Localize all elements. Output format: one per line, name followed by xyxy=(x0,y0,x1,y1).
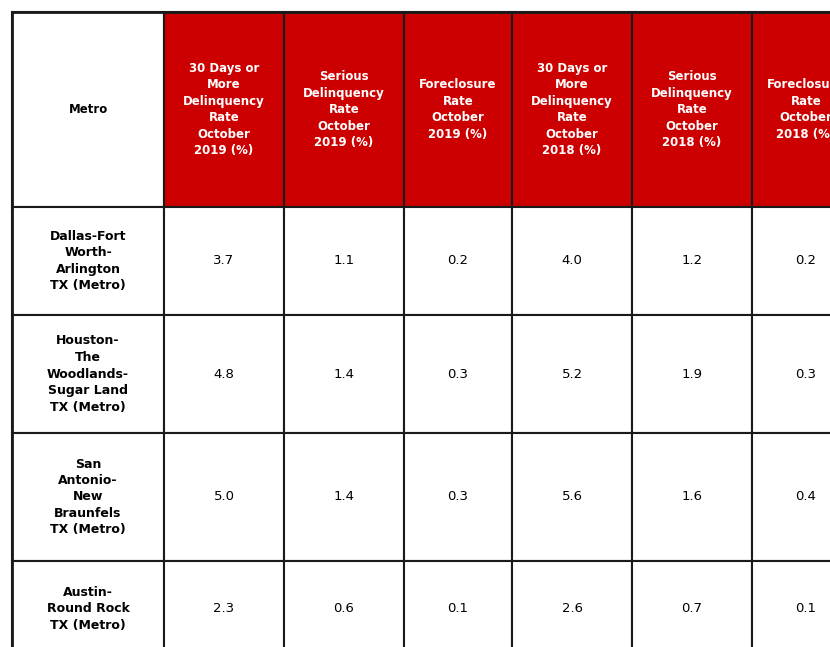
Bar xyxy=(284,12,404,207)
Bar xyxy=(752,433,830,561)
Bar xyxy=(752,12,830,207)
Text: Houston-
The
Woodlands-
Sugar Land
TX (Metro): Houston- The Woodlands- Sugar Land TX (M… xyxy=(47,334,129,413)
Text: 4.8: 4.8 xyxy=(213,367,234,380)
Text: 1.6: 1.6 xyxy=(681,490,702,503)
Text: Dallas-Fort
Worth-
Arlington
TX (Metro): Dallas-Fort Worth- Arlington TX (Metro) xyxy=(50,230,126,292)
Text: 2.6: 2.6 xyxy=(562,602,583,615)
Bar xyxy=(12,207,164,315)
Bar xyxy=(164,433,284,561)
Text: 0.3: 0.3 xyxy=(447,367,468,380)
Bar xyxy=(752,561,830,647)
Text: 0.2: 0.2 xyxy=(447,254,468,267)
Text: 1.4: 1.4 xyxy=(334,367,354,380)
Bar xyxy=(284,433,404,561)
Bar xyxy=(632,315,752,433)
Bar xyxy=(12,561,164,647)
Bar xyxy=(164,315,284,433)
Text: 3.7: 3.7 xyxy=(213,254,235,267)
Bar xyxy=(632,433,752,561)
Text: 0.3: 0.3 xyxy=(795,367,817,380)
Text: 30 Days or
More
Delinquency
Rate
October
2019 (%): 30 Days or More Delinquency Rate October… xyxy=(183,61,265,157)
Bar xyxy=(404,315,512,433)
Text: Metro: Metro xyxy=(68,103,108,116)
Text: 1.9: 1.9 xyxy=(681,367,702,380)
Bar xyxy=(284,207,404,315)
Text: 0.1: 0.1 xyxy=(447,602,468,615)
Text: 1.4: 1.4 xyxy=(334,490,354,503)
Bar xyxy=(512,315,632,433)
Bar xyxy=(512,12,632,207)
Text: 0.1: 0.1 xyxy=(795,602,817,615)
Text: Austin-
Round Rock
TX (Metro): Austin- Round Rock TX (Metro) xyxy=(46,586,129,631)
Bar xyxy=(164,561,284,647)
Bar xyxy=(164,207,284,315)
Text: 5.2: 5.2 xyxy=(561,367,583,380)
Text: 0.2: 0.2 xyxy=(795,254,817,267)
Bar xyxy=(752,207,830,315)
Bar xyxy=(404,561,512,647)
Bar xyxy=(404,207,512,315)
Text: Foreclosure
Rate
October
2018 (%): Foreclosure Rate October 2018 (%) xyxy=(767,78,830,141)
Text: Serious
Delinquency
Rate
October
2018 (%): Serious Delinquency Rate October 2018 (%… xyxy=(651,70,733,149)
Text: 0.7: 0.7 xyxy=(681,602,702,615)
Bar xyxy=(752,315,830,433)
Bar xyxy=(12,433,164,561)
Bar xyxy=(512,207,632,315)
Bar xyxy=(404,12,512,207)
Text: Serious
Delinquency
Rate
October
2019 (%): Serious Delinquency Rate October 2019 (%… xyxy=(303,70,385,149)
Bar xyxy=(632,12,752,207)
Text: 5.6: 5.6 xyxy=(562,490,583,503)
Bar xyxy=(164,12,284,207)
Text: 1.2: 1.2 xyxy=(681,254,702,267)
Bar xyxy=(284,561,404,647)
Bar xyxy=(284,315,404,433)
Text: 4.0: 4.0 xyxy=(562,254,583,267)
Bar xyxy=(12,12,164,207)
Bar xyxy=(512,561,632,647)
Bar xyxy=(512,433,632,561)
Bar xyxy=(404,433,512,561)
Text: 5.0: 5.0 xyxy=(213,490,235,503)
Text: 2.3: 2.3 xyxy=(213,602,235,615)
Text: 0.4: 0.4 xyxy=(796,490,817,503)
Text: 0.3: 0.3 xyxy=(447,490,468,503)
Bar xyxy=(632,207,752,315)
Bar xyxy=(12,315,164,433)
Text: San
Antonio-
New
Braunfels
TX (Metro): San Antonio- New Braunfels TX (Metro) xyxy=(50,457,126,536)
Text: 30 Days or
More
Delinquency
Rate
October
2018 (%): 30 Days or More Delinquency Rate October… xyxy=(531,61,613,157)
Text: Foreclosure
Rate
October
2019 (%): Foreclosure Rate October 2019 (%) xyxy=(419,78,496,141)
Text: 0.6: 0.6 xyxy=(334,602,354,615)
Bar xyxy=(632,561,752,647)
Text: 1.1: 1.1 xyxy=(334,254,354,267)
